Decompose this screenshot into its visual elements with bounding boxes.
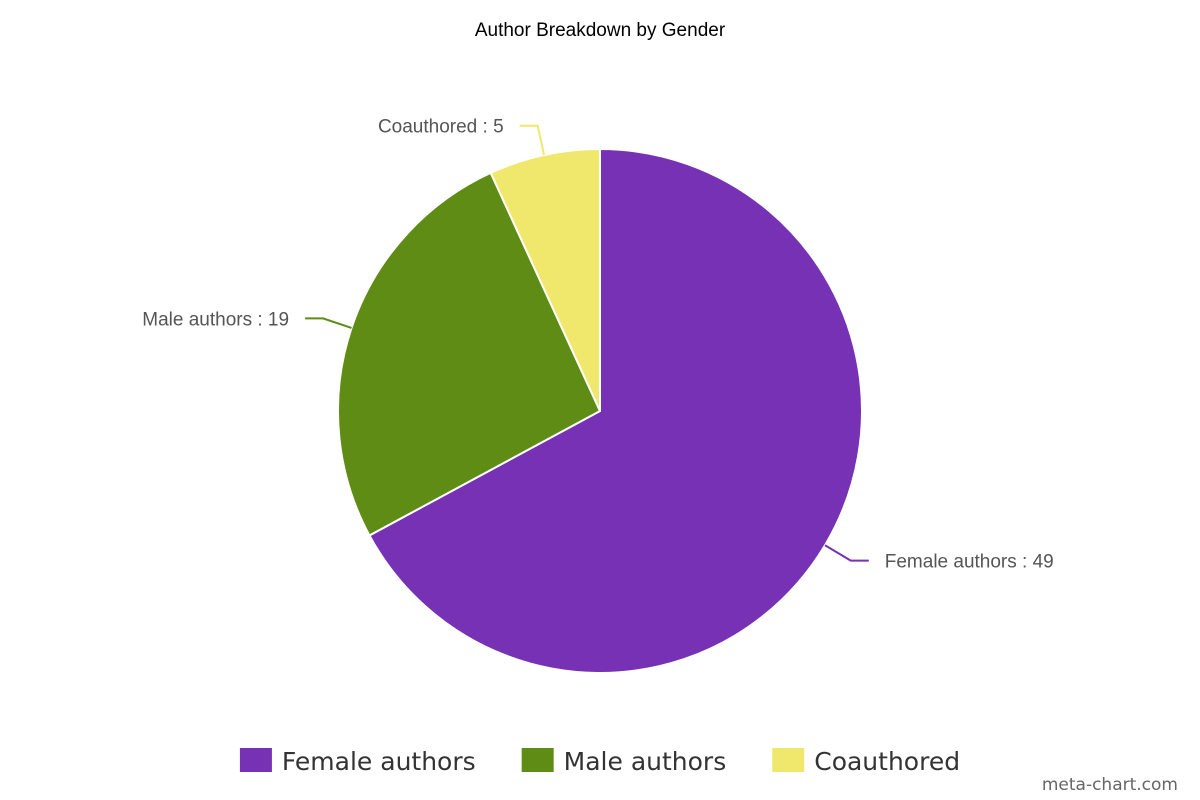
pie-slice-coauthored[interactable] — [489, 148, 601, 412]
chart-title: Author Breakdown by Gender — [475, 20, 726, 41]
legend-label: Male authors — [564, 747, 727, 776]
slice-data-label: Female authors : 49 — [885, 552, 1054, 573]
watermark[interactable]: meta-chart.com — [1042, 775, 1178, 795]
label-connector — [519, 124, 546, 156]
pie-slices — [337, 148, 863, 674]
pie-slice-male-authors[interactable] — [337, 171, 601, 537]
legend-label: Coauthored — [814, 747, 960, 776]
legend-label: Female authors — [282, 747, 476, 776]
legend: Female authors Male authors Coauthored — [239, 747, 960, 776]
slice-data-label: Male authors : 19 — [142, 309, 289, 330]
legend-swatch[interactable] — [239, 748, 272, 772]
slice-labels: Female authors : 49 Male authors : 19 Coau… — [142, 117, 1053, 573]
slice-data-label: Coauthored : 5 — [378, 117, 504, 138]
label-connector — [824, 544, 869, 562]
label-connector — [305, 317, 352, 329]
legend-swatch[interactable] — [521, 748, 554, 772]
legend-swatch[interactable] — [772, 748, 805, 772]
